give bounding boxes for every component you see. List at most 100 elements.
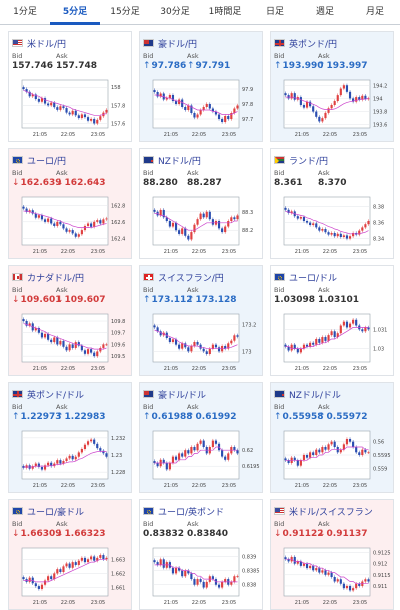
rate-card[interactable]: ユーロ/ドル Bid Ask 1.03098 1.03101 1.031 1.03 21:05… — [270, 265, 394, 376]
candle — [348, 91, 352, 99]
tab-1[interactable]: 1分足 — [13, 7, 37, 17]
candle — [364, 95, 367, 100]
bid-value: ↓162.639 — [12, 178, 62, 188]
candle — [296, 348, 299, 353]
rate-card[interactable]: スイスフラン/円 Bid Ask ↑173.112 ↑173.128 173.2 173 21… — [139, 265, 263, 376]
currency-pair-link[interactable]: カナダドル/円 — [27, 274, 85, 284]
mini-chart[interactable]: 0.62 0.6195 21:05 22:05 23:05 — [143, 427, 261, 491]
mini-chart[interactable]: 173.2 173 21:05 22:05 23:05 — [143, 310, 261, 374]
candle — [25, 89, 28, 92]
y-tick-label: 0.9125 — [373, 550, 391, 556]
mini-chart[interactable]: 1.232 1.23 1.228 21:05 22:05 23:05 — [12, 427, 130, 491]
currency-pair-link[interactable]: NZドル/ドル — [289, 391, 341, 401]
rate-card[interactable]: 米ドル/円 Bid Ask 157.746 157.748 158 157.8 157.6 21… — [8, 31, 132, 142]
candle — [80, 230, 83, 235]
candle — [224, 346, 227, 349]
currency-pair-link[interactable]: 米ドル/円 — [27, 40, 67, 50]
currency-pair-link[interactable]: ユーロ/ドル — [289, 274, 338, 284]
candle — [181, 228, 184, 234]
mini-chart[interactable]: 88.3 88.2 21:05 22:05 23:05 — [143, 193, 261, 257]
candle — [358, 97, 361, 100]
candle — [293, 556, 296, 564]
arrow-down-icon: ↓ — [56, 529, 64, 539]
rate-card[interactable]: 英ポンド/ドル Bid Ask ↑1.22973 ↑1.22983 1.232 1.23 1.… — [8, 382, 132, 493]
currency-pair-link[interactable]: ユーロ/英ポンド — [158, 508, 225, 518]
ask-label: Ask — [318, 286, 330, 294]
x-tick-label: 22:05 — [61, 132, 75, 138]
ch-flag — [143, 273, 154, 281]
rate-card[interactable]: NZドル/ドル Bid Ask ↑0.55958 ↑0.55972 0.56 0.5595 0… — [270, 382, 394, 493]
y-tick-label: 88.3 — [242, 210, 253, 216]
currency-pair-link[interactable]: ユーロ/円 — [27, 157, 67, 167]
tab-6[interactable]: 日足 — [265, 7, 284, 17]
mini-chart[interactable]: 0.56 0.5595 0.559 21:05 22:05 23:05 — [274, 427, 392, 491]
bid-label: Bid — [12, 403, 23, 411]
timeframe-tabs: 1分足 5分足 15分足 30分足 1時間足 日足 週足 月足 — [0, 0, 400, 25]
rate-card[interactable]: 豪ドル/ドル Bid Ask ↑0.61988 ↑0.61992 0.62 0.6195 21… — [139, 382, 263, 493]
mini-chart[interactable]: 194.2 194 193.8 193.6 21:05 22:05 23:05 — [274, 76, 392, 140]
currency-pair-link[interactable]: NZドル/円 — [158, 157, 201, 167]
mini-chart[interactable]: 97.9 97.8 97.7 21:05 22:05 23:05 — [143, 76, 261, 140]
currency-pair-link[interactable]: 豪ドル/円 — [158, 40, 198, 50]
candle — [315, 111, 318, 117]
currency-pair-link[interactable]: 豪ドル/ドル — [158, 391, 207, 401]
moving-average-line — [154, 94, 238, 115]
candle — [309, 342, 312, 347]
bid-number: 8.361 — [274, 178, 303, 188]
rate-card[interactable]: 英ポンド/円 Bid Ask ↑193.990 ↑193.997 194.2 194 193.… — [270, 31, 394, 142]
tab-4[interactable]: 30分足 — [160, 7, 190, 17]
rate-card[interactable]: ユーロ/円 Bid Ask ↓162.639 ↓162.643 162.8 162.6 162… — [8, 148, 132, 259]
mini-chart[interactable]: 8.38 8.36 8.34 21:05 22:05 23:05 — [274, 193, 392, 257]
mini-chart[interactable]: 158 157.8 157.6 21:05 22:05 23:05 — [12, 76, 130, 140]
bid-label: Bid — [143, 52, 154, 60]
candle — [99, 116, 102, 120]
candlestick-chart: 158 157.8 157.6 21:05 22:05 23:05 — [21, 79, 125, 138]
candle — [105, 218, 108, 220]
arrow-down-icon: ↓ — [318, 529, 326, 539]
candle — [196, 114, 199, 118]
tab-8[interactable]: 月足 — [365, 7, 384, 17]
currency-pair-link[interactable]: 米ドル/スイスフラン — [289, 508, 373, 518]
candle — [59, 569, 62, 572]
tab-7[interactable]: 週足 — [315, 7, 334, 17]
currency-pair-link[interactable]: 英ポンド/円 — [289, 40, 338, 50]
x-tick-label: 23:05 — [222, 366, 236, 372]
rate-card[interactable]: ランド/円 Bid Ask 8.361 8.370 8.38 8.36 8.34 21:05 22… — [270, 148, 394, 259]
mini-chart[interactable]: 162.8 162.6 162.4 21:05 22:05 23:05 — [12, 193, 130, 257]
rate-card[interactable]: 米ドル/スイスフラン Bid Ask ↓0.91122 ↓0.91137 0.9125 0.… — [270, 499, 394, 610]
ask-label: Ask — [56, 520, 68, 528]
ask-label: Ask — [187, 169, 199, 177]
candle — [330, 104, 333, 109]
candle — [50, 576, 53, 580]
currency-pair-link[interactable]: ユーロ/豪ドル — [27, 508, 85, 518]
mini-chart[interactable]: 1.663 1.662 1.661 21:05 22:05 23:05 — [12, 544, 130, 608]
rate-card[interactable]: NZドル/円 Bid Ask 88.280 88.287 88.3 88.2 21:05 22:… — [139, 148, 263, 259]
rate-card[interactable]: ユーロ/豪ドル Bid Ask ↓1.66309 ↓1.66323 1.663 1.662 1… — [8, 499, 132, 610]
mini-chart[interactable]: 0.9125 0.912 0.9115 0.911 21:05 22:05 23:05 — [274, 544, 392, 608]
rate-card[interactable]: 豪ドル/円 Bid Ask ↑97.786 ↑97.791 97.9 97.8 97.7 21:… — [139, 31, 263, 142]
mini-chart[interactable]: 0.839 0.8385 0.838 21:05 22:05 23:05 — [143, 544, 261, 608]
candle — [74, 233, 77, 237]
candle — [190, 447, 193, 454]
candle — [96, 351, 99, 357]
tab-5[interactable]: 1時間足 — [208, 7, 242, 17]
currency-pair-link[interactable]: ランド/円 — [289, 157, 329, 167]
candle — [364, 449, 367, 453]
tab-2[interactable]: 5分足 — [50, 0, 100, 25]
candle — [299, 460, 302, 466]
mini-chart[interactable]: 1.031 1.03 21:05 22:05 23:05 — [274, 310, 392, 374]
candle — [65, 346, 68, 351]
currency-pair-link[interactable]: スイスフラン/円 — [158, 274, 224, 284]
rate-card[interactable]: カナダドル/円 Bid Ask ↓109.601 ↓109.607 109.8 109.7 1… — [8, 265, 132, 376]
candle — [358, 452, 361, 455]
candle — [296, 561, 299, 564]
candle — [184, 570, 187, 577]
candle — [90, 439, 93, 442]
mini-chart[interactable]: 109.8 109.7 109.6 109.5 21:05 22:05 23:05 — [12, 310, 130, 374]
bid-value: ↑0.61988 — [143, 412, 193, 422]
currency-pair-link[interactable]: 英ポンド/ドル — [27, 391, 85, 401]
bid-value: ↑97.786 — [143, 61, 186, 71]
ask-number: 97.791 — [195, 61, 231, 71]
tab-3[interactable]: 15分足 — [110, 7, 140, 17]
rate-card[interactable]: ユーロ/英ポンド Bid Ask 0.83832 0.83840 0.839 0.8385 0… — [139, 499, 263, 610]
